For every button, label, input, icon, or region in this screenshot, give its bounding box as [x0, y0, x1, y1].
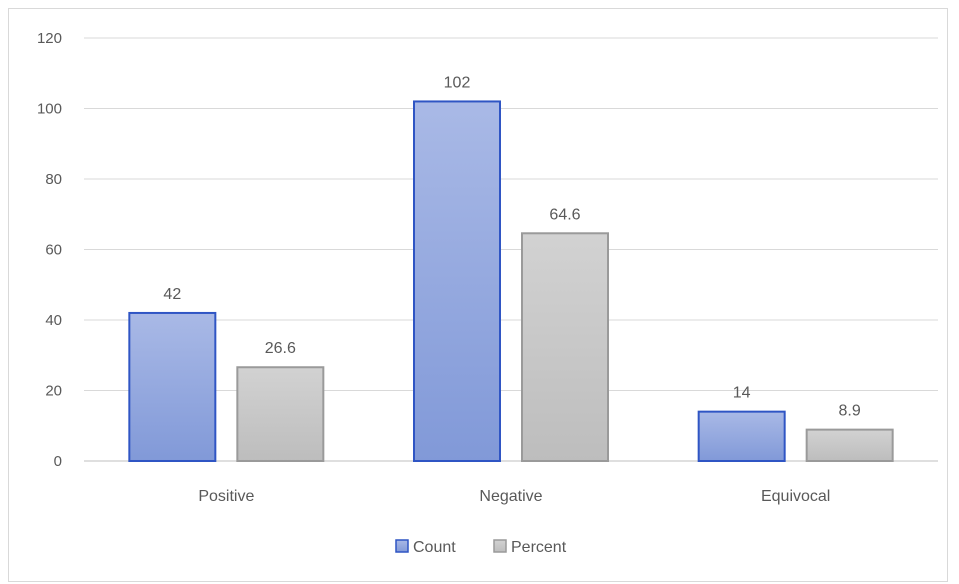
legend-label-count: Count: [413, 539, 456, 556]
y-axis: 0 20 40 60 80 100 120: [37, 30, 62, 470]
bar-percent-positive: [236, 366, 325, 462]
x-category-label: Equivocal: [761, 488, 830, 505]
data-label: 14: [733, 385, 751, 402]
y-tick-label: 80: [45, 171, 62, 188]
bar-percent-equivocal: [805, 428, 894, 463]
x-axis: Positive Negative Equivocal: [198, 488, 830, 505]
y-tick-label: 20: [45, 383, 62, 400]
bar-count-negative: [413, 100, 501, 462]
data-label: 64.6: [549, 206, 580, 223]
legend-label-percent: Percent: [511, 539, 567, 556]
y-tick-label: 0: [54, 453, 62, 470]
y-tick-label: 120: [37, 30, 62, 47]
legend-swatch-count: [395, 539, 409, 553]
y-tick-label: 60: [45, 242, 62, 259]
data-label: 8.9: [839, 403, 861, 420]
bar-count-positive: [128, 311, 217, 463]
y-tick-label: 40: [45, 312, 62, 329]
data-label: 102: [444, 74, 471, 91]
bars: [128, 100, 894, 463]
x-category-label: Positive: [198, 488, 254, 505]
legend-swatch-percent: [493, 539, 507, 553]
data-labels: 42 26.6 102 64.6 14 8.9: [163, 74, 860, 419]
data-label: 26.6: [265, 340, 296, 357]
bar-percent-negative: [521, 232, 609, 462]
legend: Count Percent: [395, 539, 567, 556]
gridlines: [84, 37, 938, 462]
y-tick-label: 100: [37, 101, 62, 118]
x-category-label: Negative: [479, 488, 542, 505]
data-label: 42: [163, 286, 181, 303]
bar-count-equivocal: [697, 410, 786, 462]
